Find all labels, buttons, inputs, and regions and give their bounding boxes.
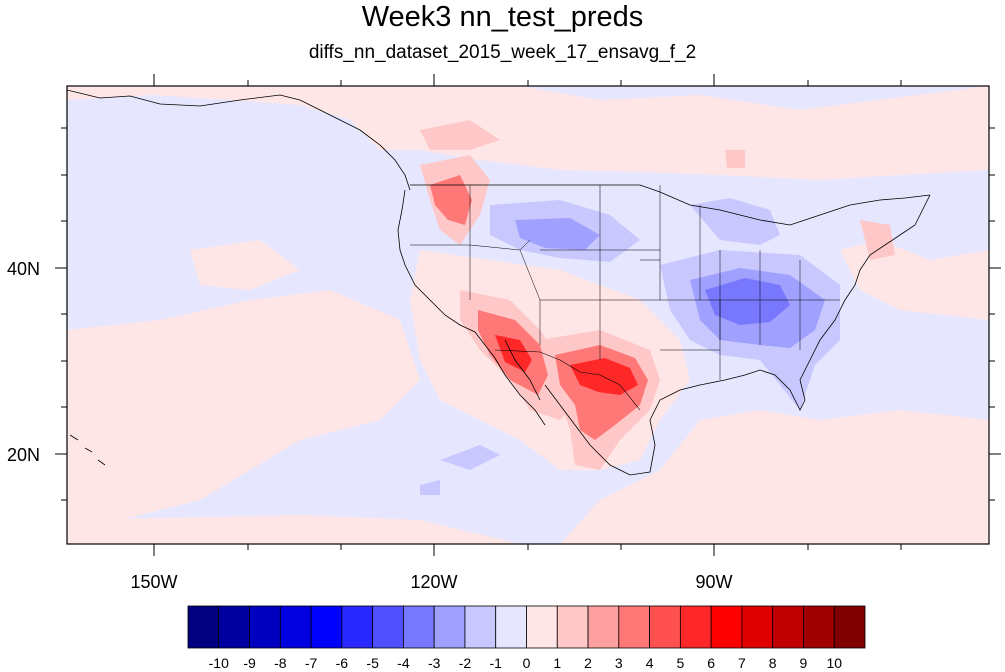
warm-anomaly-peak <box>495 335 638 395</box>
colorbar-label: 7 <box>738 655 746 671</box>
state-borders <box>410 185 840 380</box>
colorbar-label: -10 <box>209 655 229 671</box>
lon-label-150w: 150W <box>130 572 177 592</box>
colorbar-label: 10 <box>826 655 842 671</box>
map-field <box>67 86 989 544</box>
colorbar-swatch <box>310 605 343 649</box>
colorbar-swatch <box>587 605 620 649</box>
colorbar: -10 -9 -8 -7 -6 -5 -4 -3 -2 -1 0 1 2 3 4 5 6 7 8 9 10 <box>187 605 866 671</box>
colorbar-swatch <box>464 605 497 649</box>
colorbar-swatch <box>495 605 527 649</box>
lat-label-40n: 40N <box>7 259 40 279</box>
colorbar-swatch <box>833 605 866 649</box>
colorbar-label: 1 <box>553 655 561 671</box>
colorbar-label: 3 <box>615 655 623 671</box>
colorbar-swatch <box>618 605 650 649</box>
colorbar-swatch <box>679 605 712 649</box>
colorbar-label: 4 <box>646 655 654 671</box>
lon-label-120w: 120W <box>410 572 457 592</box>
colorbar-swatch <box>741 605 774 649</box>
colorbar-swatch <box>403 605 435 649</box>
colorbar-label: 5 <box>676 655 684 671</box>
colorbar-label: 0 <box>523 655 531 671</box>
colorbar-label: -9 <box>243 655 256 671</box>
colorbar-label: -3 <box>428 655 441 671</box>
colorbar-label: -5 <box>366 655 379 671</box>
colorbar-swatch <box>526 605 558 649</box>
colorbar-swatch <box>772 605 804 649</box>
country-border <box>494 349 641 411</box>
cool-anomaly-strong <box>705 278 790 325</box>
colorbar-label: -1 <box>490 655 503 671</box>
colorbar-swatch <box>279 605 312 649</box>
colorbar-label: -6 <box>336 655 349 671</box>
plot-title: Week3 nn_test_preds <box>361 1 644 33</box>
colorbar-swatch <box>218 605 250 649</box>
colorbar-swatch <box>556 605 589 649</box>
plot-subtitle: diffs_nn_dataset_2015_week_17_ensavg_f_2 <box>308 42 697 63</box>
colorbar-swatch <box>341 605 374 649</box>
colorbar-label: 2 <box>584 655 592 671</box>
colorbar-label: -8 <box>274 655 287 671</box>
colorbar-swatch <box>649 605 681 649</box>
colorbar-swatch <box>803 605 835 649</box>
axis-ticks <box>55 74 1001 556</box>
colorbar-swatch <box>710 605 743 649</box>
colorbar-label: 9 <box>800 655 808 671</box>
colorbar-label: 8 <box>769 655 777 671</box>
colorbar-label: 6 <box>707 655 715 671</box>
lat-label-20n: 20N <box>7 445 40 465</box>
coastlines <box>67 89 931 476</box>
colorbar-swatch <box>187 605 220 649</box>
colorbar-swatch <box>372 605 404 649</box>
colorbar-swatch <box>249 605 281 649</box>
colorbar-label: -4 <box>397 655 410 671</box>
lon-label-90w: 90W <box>695 572 732 592</box>
colorbar-swatch <box>433 605 466 649</box>
colorbar-label: -2 <box>459 655 472 671</box>
colorbar-label: -7 <box>305 655 318 671</box>
